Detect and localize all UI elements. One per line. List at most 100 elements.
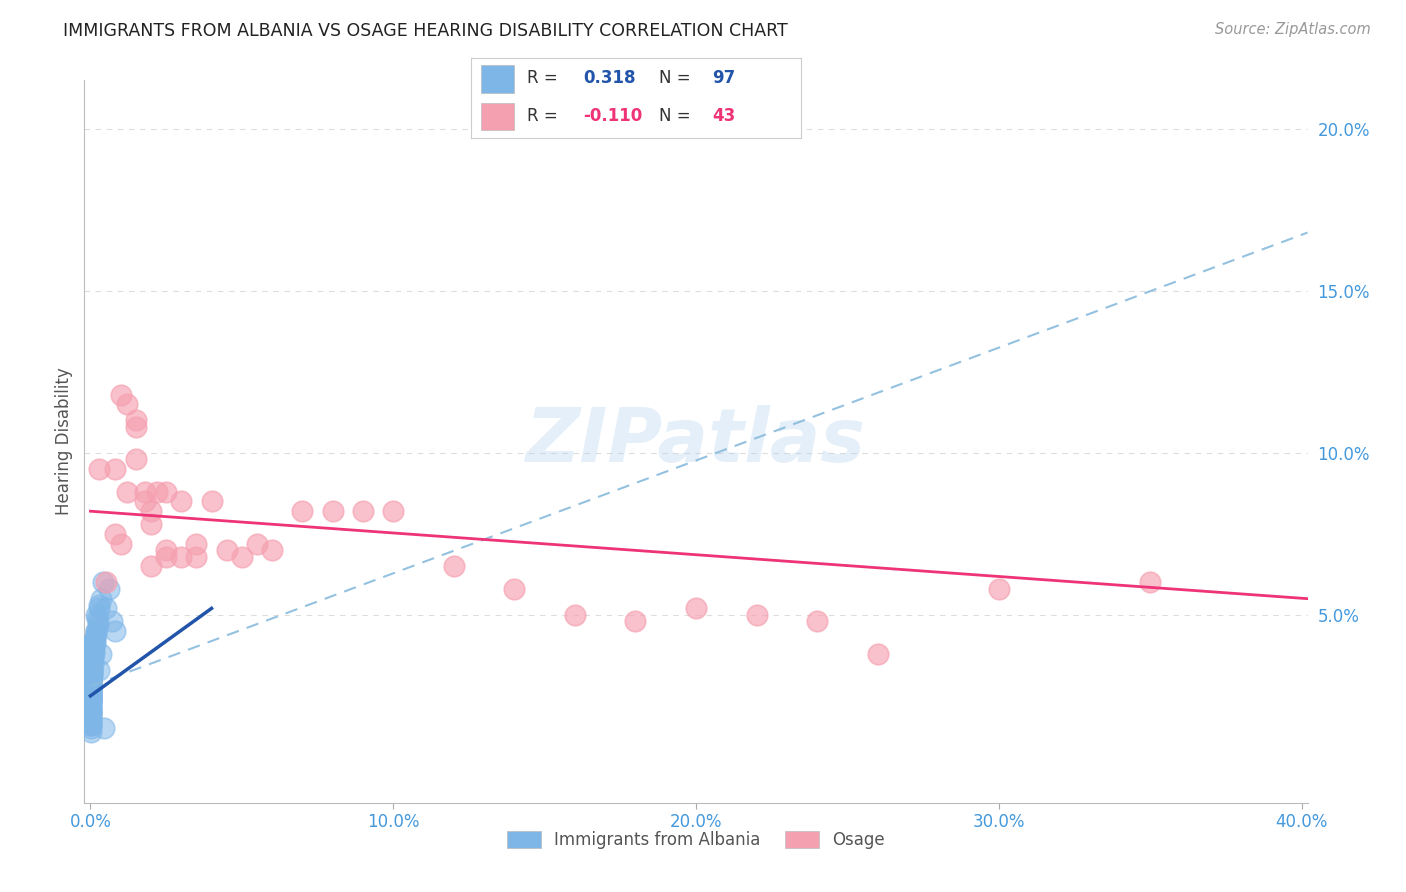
Point [80,663,103,677]
Point [80,669,103,683]
Point [155,543,177,558]
Point [80,689,103,703]
Point [87,663,110,677]
Point [84,637,107,651]
Point [806,615,828,629]
Point [80,714,103,729]
Point [80,705,103,719]
Point [80,666,103,681]
Point [91,575,114,590]
Point [87,617,110,632]
Point [80,673,103,687]
Point [564,607,586,622]
Point [155,484,177,499]
Point [745,607,768,622]
Point [83,647,105,661]
Point [89,601,111,615]
Point [115,484,138,499]
Point [80,673,103,687]
Point [80,669,103,683]
Point [80,657,103,671]
Point [80,724,103,739]
Text: R =: R = [527,107,564,125]
Point [82,657,104,671]
Point [80,676,103,690]
Point [80,705,103,719]
Point [80,682,103,697]
FancyBboxPatch shape [481,103,515,130]
Point [186,536,208,550]
Point [80,692,103,706]
Point [170,494,193,508]
Point [80,702,103,716]
Point [352,504,374,518]
Legend: Immigrants from Albania, Osage: Immigrants from Albania, Osage [501,824,891,856]
Point [134,494,156,508]
Point [139,517,162,532]
Point [82,640,104,655]
Text: -0.110: -0.110 [583,107,643,125]
Text: ZIPatlas: ZIPatlas [526,405,866,478]
Point [443,559,465,574]
Point [94,601,117,615]
Point [104,624,127,638]
Point [82,650,104,665]
Point [80,686,103,700]
Point [82,637,104,651]
Point [134,484,156,499]
Point [80,663,103,677]
Point [155,549,177,564]
Text: N =: N = [659,107,696,125]
Point [80,679,103,693]
Point [82,647,104,661]
Point [82,643,104,657]
Point [80,714,103,729]
Point [84,624,107,638]
Point [125,452,148,467]
Point [97,582,120,596]
Point [80,692,103,706]
Point [80,708,103,723]
Point [685,601,707,615]
Text: 0.318: 0.318 [583,69,636,87]
Text: 43: 43 [713,107,735,125]
Point [80,653,103,667]
Point [80,698,103,713]
Point [80,689,103,703]
Point [80,673,103,687]
Text: R =: R = [527,69,564,87]
Point [94,575,117,590]
Point [80,698,103,713]
Point [80,689,103,703]
Point [170,549,193,564]
Point [80,682,103,697]
Point [322,504,344,518]
Point [82,640,104,655]
Point [104,527,127,541]
Point [80,718,103,732]
Point [231,549,253,564]
Point [80,705,103,719]
Point [80,689,103,703]
Text: 97: 97 [713,69,735,87]
Point [146,484,169,499]
Point [83,643,105,657]
Point [84,631,107,645]
Point [104,462,127,476]
Point [987,582,1010,596]
Point [624,615,647,629]
Point [84,633,107,648]
Point [80,676,103,690]
Point [100,615,122,629]
Point [80,702,103,716]
Point [80,708,103,723]
Point [80,679,103,693]
Point [84,624,107,638]
Point [200,494,222,508]
Point [80,712,103,726]
Point [80,669,103,683]
Point [80,676,103,690]
Text: Source: ZipAtlas.com: Source: ZipAtlas.com [1215,22,1371,37]
Point [115,397,138,411]
Point [86,627,108,641]
